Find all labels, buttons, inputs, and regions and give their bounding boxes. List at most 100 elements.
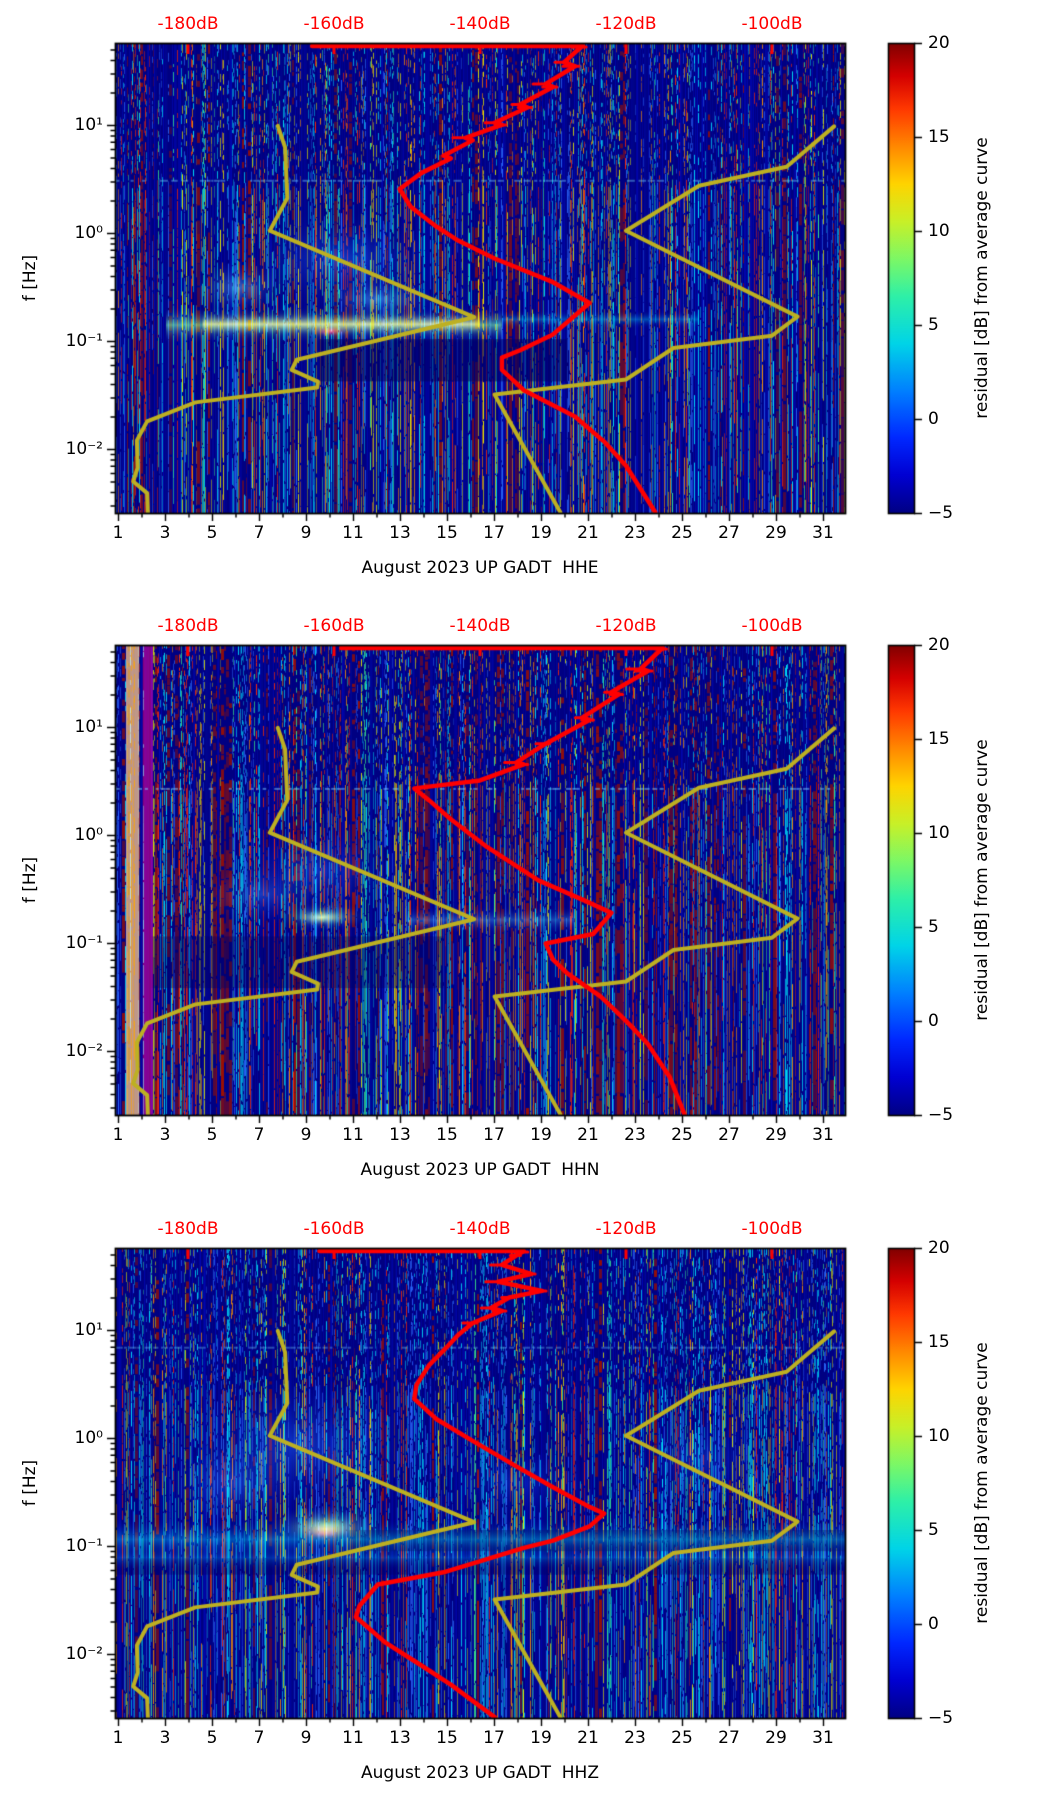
colorbar-tick-label: 5 <box>928 314 939 335</box>
x-tick-label: 25 <box>671 1125 693 1145</box>
x-tick-label: 25 <box>671 523 693 543</box>
y-axis-label: f [Hz] <box>19 1459 40 1507</box>
colorbar-tick-label: −5 <box>928 1707 954 1728</box>
top-axis-db-label: -100dB <box>741 616 803 636</box>
x-tick-label: 31 <box>812 523 834 543</box>
x-tick-label: 7 <box>253 1125 265 1145</box>
colorbar-tick-label: 15 <box>928 1331 950 1352</box>
y-tick-label: 10⁻¹ <box>65 932 103 953</box>
top-axis-db-label: -120dB <box>595 1219 657 1239</box>
x-tick-label: 9 <box>300 1125 312 1145</box>
x-tick-label: 15 <box>436 1125 458 1145</box>
x-tick-label: 27 <box>718 523 740 543</box>
x-tick-label: 3 <box>159 1125 171 1145</box>
top-axis-db-label: -120dB <box>595 616 657 636</box>
x-tick-label: 1 <box>112 1125 124 1145</box>
x-tick-label: 7 <box>253 1728 265 1748</box>
colorbar-tick-label: 20 <box>928 32 950 53</box>
top-axis-db-label: -160dB <box>303 1219 365 1239</box>
y-tick-label: 10⁻² <box>65 1040 103 1061</box>
top-axis-db-label: -180dB <box>157 616 219 636</box>
y-axis-label: f [Hz] <box>19 856 40 904</box>
x-tick-label: 31 <box>812 1728 834 1748</box>
top-axis-db-label: -160dB <box>303 616 365 636</box>
y-tick-label: 10¹ <box>74 114 103 135</box>
top-axis-db-label: -140dB <box>449 14 511 34</box>
x-tick-label: 29 <box>765 1125 787 1145</box>
colorbar-tick-label: 10 <box>928 822 950 843</box>
x-tick-label: 9 <box>300 1728 312 1748</box>
x-tick-label: 19 <box>530 1728 552 1748</box>
top-axis-db-label: -100dB <box>741 14 803 34</box>
y-axis-label: f [Hz] <box>19 254 40 302</box>
top-axis-db-label: -120dB <box>595 14 657 34</box>
y-tick-label: 10⁻² <box>65 438 103 459</box>
x-tick-label: 21 <box>577 523 599 543</box>
x-tick-label: 5 <box>206 1125 218 1145</box>
y-tick-label: 10⁻² <box>65 1643 103 1664</box>
x-tick-label: 29 <box>765 523 787 543</box>
x-tick-label: 27 <box>718 1728 740 1748</box>
x-tick-label: 9 <box>300 523 312 543</box>
x-tick-label: 5 <box>206 523 218 543</box>
x-tick-label: 19 <box>530 1125 552 1145</box>
y-tick-label: 10⁻¹ <box>65 330 103 351</box>
x-tick-label: 17 <box>483 1125 505 1145</box>
subplot-title: August 2023 UP GADT HHZ <box>361 1763 599 1783</box>
x-tick-label: 1 <box>112 1728 124 1748</box>
x-tick-label: 11 <box>342 523 364 543</box>
x-tick-label: 3 <box>159 1728 171 1748</box>
y-tick-label: 10¹ <box>74 1319 103 1340</box>
colorbar-tick-label: 5 <box>928 916 939 937</box>
y-tick-label: 10⁻¹ <box>65 1535 103 1556</box>
colorbar-tick-label: 10 <box>928 1425 950 1446</box>
x-tick-label: 23 <box>624 523 646 543</box>
x-tick-label: 23 <box>624 1728 646 1748</box>
y-tick-label: 10⁰ <box>74 1427 103 1448</box>
x-tick-label: 13 <box>389 1728 411 1748</box>
x-tick-label: 3 <box>159 523 171 543</box>
colorbar-tick-label: 5 <box>928 1519 939 1540</box>
x-tick-label: 29 <box>765 1728 787 1748</box>
colorbar-tick-label: 20 <box>928 1237 950 1258</box>
colorbar-label: residual [dB] from average curve <box>971 739 992 1021</box>
colorbar-tick-label: 0 <box>928 1613 939 1634</box>
x-tick-label: 13 <box>389 523 411 543</box>
x-tick-label: 13 <box>389 1125 411 1145</box>
y-tick-label: 10⁰ <box>74 824 103 845</box>
top-axis-db-label: -140dB <box>449 616 511 636</box>
colorbar-label: residual [dB] from average curve <box>971 137 992 419</box>
x-tick-label: 21 <box>577 1728 599 1748</box>
colorbar-tick-label: 0 <box>928 408 939 429</box>
x-tick-label: 23 <box>624 1125 646 1145</box>
subplot-title: August 2023 UP GADT HHN <box>360 1160 600 1180</box>
top-axis-db-label: -140dB <box>449 1219 511 1239</box>
top-axis-db-label: -180dB <box>157 14 219 34</box>
x-tick-label: 17 <box>483 1728 505 1748</box>
x-tick-label: 21 <box>577 1125 599 1145</box>
x-tick-label: 31 <box>812 1125 834 1145</box>
x-tick-label: 27 <box>718 1125 740 1145</box>
x-tick-label: 17 <box>483 523 505 543</box>
colorbar-label: residual [dB] from average curve <box>971 1342 992 1624</box>
colorbar-tick-label: −5 <box>928 1104 954 1125</box>
x-tick-label: 25 <box>671 1728 693 1748</box>
y-tick-label: 10⁰ <box>74 222 103 243</box>
colorbar-tick-label: 10 <box>928 220 950 241</box>
x-tick-label: 5 <box>206 1728 218 1748</box>
x-tick-label: 19 <box>530 523 552 543</box>
y-tick-label: 10¹ <box>74 716 103 737</box>
top-axis-db-label: -180dB <box>157 1219 219 1239</box>
colorbar-tick-label: 20 <box>928 634 950 655</box>
x-tick-label: 11 <box>342 1728 364 1748</box>
x-tick-label: 7 <box>253 523 265 543</box>
x-tick-label: 11 <box>342 1125 364 1145</box>
top-axis-db-label: -160dB <box>303 14 365 34</box>
x-tick-label: 1 <box>112 523 124 543</box>
x-tick-label: 15 <box>436 523 458 543</box>
colorbar-tick-label: 0 <box>928 1010 939 1031</box>
top-axis-db-label: -100dB <box>741 1219 803 1239</box>
colorbar-tick-label: −5 <box>928 502 954 523</box>
